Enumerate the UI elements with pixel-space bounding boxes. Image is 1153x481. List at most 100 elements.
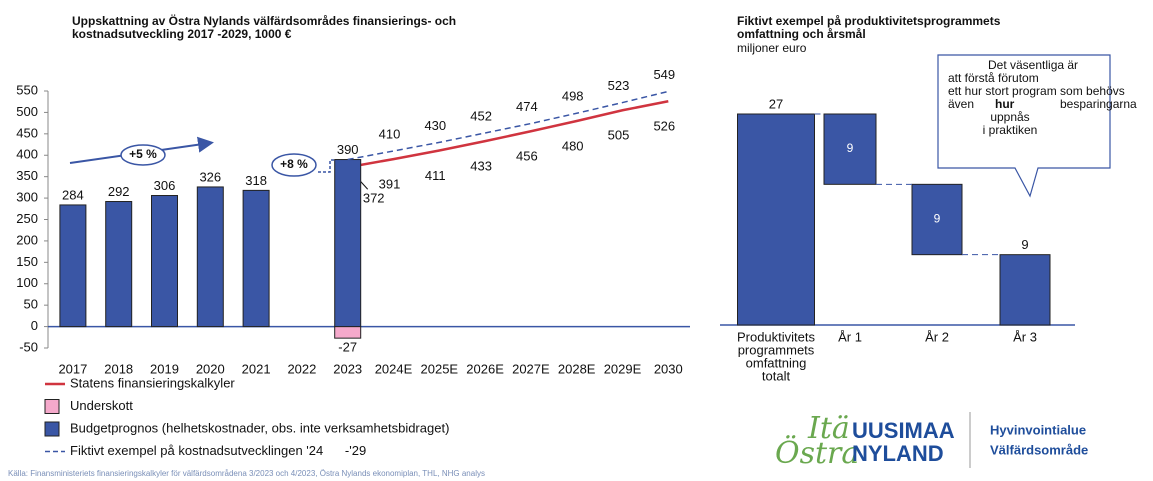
source: Källa: Finansministeriets finansieringsk… xyxy=(8,469,485,478)
legend-swatch xyxy=(44,421,60,437)
x-tick-label: 2018 xyxy=(104,361,133,376)
value-label: 523 xyxy=(608,78,630,93)
value-label: 326 xyxy=(199,169,221,184)
line-series xyxy=(347,100,669,169)
legend-swatch xyxy=(44,399,60,414)
value-label: 433 xyxy=(470,159,492,174)
chart-title: omfattning och årsmål xyxy=(737,27,866,41)
logo-ita: Itä xyxy=(807,411,850,446)
y-tick-label: 550 xyxy=(16,82,38,97)
x-tick-label: År 1 xyxy=(838,329,862,344)
x-tick-label: 2023 xyxy=(333,361,362,376)
y-tick-label: 350 xyxy=(16,168,38,183)
value-label: 498 xyxy=(562,89,584,104)
value-label: 390 xyxy=(337,142,359,157)
callout-text: Det väsentliga är xyxy=(988,58,1078,72)
y-tick-label: 100 xyxy=(16,275,38,290)
value-label: 284 xyxy=(62,187,84,202)
x-tick-label: 2017 xyxy=(58,361,87,376)
bar xyxy=(151,195,178,328)
value-label: 456 xyxy=(516,149,538,164)
chart-subtitle: miljoner euro xyxy=(737,41,807,55)
value-label: 9 xyxy=(847,141,854,155)
value-label: 505 xyxy=(608,128,630,143)
callout-text: besparingarna xyxy=(1060,97,1137,111)
y-tick-label: 0 xyxy=(31,318,38,333)
x-tick-label: 2029E xyxy=(604,361,642,376)
callout-box xyxy=(937,54,1111,198)
value-label: 411 xyxy=(425,168,446,183)
value-label: 474 xyxy=(516,99,538,114)
logo-fi: Hyvinvointialue xyxy=(990,422,1086,437)
value-label: 549 xyxy=(653,67,675,82)
logo-sv: Välfärdsområde xyxy=(990,442,1088,457)
bar xyxy=(334,159,362,328)
bar xyxy=(59,204,87,328)
x-tick-label: 2026E xyxy=(466,361,504,376)
value-label: 9 xyxy=(1021,237,1028,252)
callout-text: även xyxy=(948,97,974,111)
y-tick-label: 50 xyxy=(24,297,38,312)
x-tick-label: 2028E xyxy=(558,361,596,376)
callout-text: uppnås xyxy=(990,110,1029,124)
bar xyxy=(242,189,270,328)
y-tick-label: 450 xyxy=(16,125,38,140)
value-label: -27 xyxy=(338,340,357,355)
callout-text: i praktiken xyxy=(983,123,1038,137)
legend-label: Statens finansieringskalkyler xyxy=(70,375,235,390)
value-label: 306 xyxy=(154,178,176,193)
x-tick-label: totalt xyxy=(762,368,791,383)
value-label: 480 xyxy=(562,138,584,153)
value-label: 430 xyxy=(424,118,446,133)
logo-uusimaa: UUSIMAA xyxy=(852,418,955,443)
annotation-bracket xyxy=(318,159,336,173)
y-tick-label: -50 xyxy=(19,339,38,354)
x-tick-label: omfattning xyxy=(746,355,807,370)
x-tick-label: År 3 xyxy=(1013,329,1037,344)
annotation: +8 % xyxy=(280,157,308,171)
x-tick-label: År 2 xyxy=(925,329,949,344)
y-tick-label: 500 xyxy=(16,104,38,119)
chart-title: kostnadsutveckling 2017 -2029, 1000 € xyxy=(72,27,292,41)
logo-nyland: NYLAND xyxy=(852,441,944,466)
x-tick-label: Produktivitets xyxy=(737,329,816,344)
bar xyxy=(737,113,815,326)
value-label: 372 xyxy=(363,191,385,206)
x-tick-label: 2024E xyxy=(375,361,413,376)
value-label: 452 xyxy=(470,108,492,123)
bar xyxy=(911,183,963,256)
legend-label: Fiktivt exempel på kostnadsutvecklingen … xyxy=(70,443,366,458)
y-tick-label: 150 xyxy=(16,254,38,269)
dashed-series xyxy=(347,90,669,161)
logo-ostra: Östra xyxy=(775,435,859,471)
chart-title: Uppskattning av Östra Nylands välfärdsom… xyxy=(72,13,456,28)
value-label: 27 xyxy=(769,96,783,111)
x-tick-label: 2027E xyxy=(512,361,550,376)
x-tick-label: 2021 xyxy=(242,361,271,376)
x-tick-label: 2019 xyxy=(150,361,179,376)
legend-label: Underskott xyxy=(70,398,133,413)
x-tick-label: 2022 xyxy=(287,361,316,376)
y-tick-label: 250 xyxy=(16,211,38,226)
value-label: 410 xyxy=(379,126,401,141)
y-tick-label: 400 xyxy=(16,147,38,162)
annotation: +5 % xyxy=(129,147,157,161)
y-tick-label: 200 xyxy=(16,232,38,247)
x-tick-label: 2025E xyxy=(421,361,459,376)
callout-text: hur xyxy=(995,97,1015,111)
chart-title: Fiktivt exempel på produktivitetsprogram… xyxy=(737,14,1001,28)
bar xyxy=(334,326,362,339)
callout-text: att förstå förutom xyxy=(948,71,1039,85)
value-label: 9 xyxy=(934,212,941,226)
callout-text: ett hur stort program som behövs xyxy=(948,84,1125,98)
bar xyxy=(823,113,877,185)
value-label: 318 xyxy=(245,173,267,188)
value-label: 391 xyxy=(379,177,401,192)
legend-label: Budgetprognos (helhetskostnader, obs. in… xyxy=(70,420,449,435)
x-tick-label: 2020 xyxy=(196,361,225,376)
annotation-ellipse xyxy=(271,153,317,177)
value-label: 292 xyxy=(108,184,130,199)
x-tick-label: 2030 xyxy=(654,361,683,376)
